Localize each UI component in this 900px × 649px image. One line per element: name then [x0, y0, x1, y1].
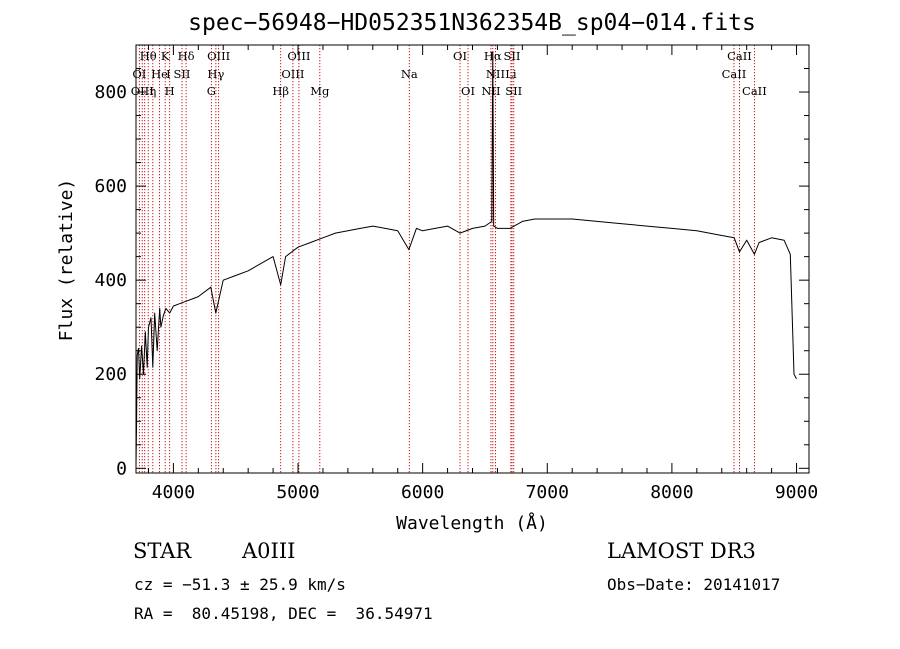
line-label: Hθ: [140, 49, 157, 63]
x-tick-label: 8000: [650, 482, 693, 503]
line-label: OIII: [287, 49, 310, 63]
x-tick-label: 4000: [152, 482, 195, 503]
line-label: η: [149, 84, 156, 98]
x-tick-label: 9000: [775, 482, 818, 503]
line-label: OIII: [207, 49, 230, 63]
x-axis-label: Wavelength (Å): [396, 512, 548, 534]
plot-frame: [135, 44, 810, 474]
y-tick-label: 600: [94, 176, 127, 197]
line-label: NII: [486, 67, 505, 81]
line-label: H: [165, 84, 175, 98]
y-tick-label: 800: [94, 82, 127, 103]
y-axis-label: Flux (relative): [56, 179, 77, 342]
line-label: I: [166, 67, 171, 81]
line-label: CaII: [727, 49, 752, 63]
line-label: CaII: [742, 84, 767, 98]
object-subclass: A0III: [242, 539, 296, 563]
y-tick-label: 0: [116, 458, 127, 479]
axis-ticks: 4000 5000 6000 7000 8000 9000 0 200 400 600 800: [94, 45, 818, 503]
y-tick-label: 200: [94, 364, 127, 385]
line-label: G: [207, 84, 216, 98]
line-label: He: [151, 67, 168, 81]
chart-title: spec−56948−HD052351N362354B_sp04−014.fit…: [188, 10, 756, 36]
y-tick-label: 400: [94, 270, 127, 291]
x-tick-label: 5000: [276, 482, 319, 503]
spectrum-series: [135, 51, 797, 466]
line-label: NII: [481, 84, 500, 98]
object-class: STAR: [133, 539, 192, 563]
line-label: Li: [505, 67, 517, 81]
coordinates-readout: RA = 80.45198, DEC = 36.54971: [134, 604, 433, 623]
line-label: Hδ: [178, 49, 195, 63]
x-tick-label: 6000: [401, 482, 444, 503]
line-label: SII: [505, 84, 522, 98]
line-label: SII: [504, 49, 521, 63]
line-label: SII: [174, 67, 191, 81]
line-label: CaII: [722, 67, 747, 81]
line-label: OI: [461, 84, 475, 98]
line-markers: [138, 45, 755, 473]
line-label: Hβ: [272, 84, 289, 98]
line-label: OI: [453, 49, 467, 63]
spectrum-line: [135, 51, 797, 466]
x-tick-label: 7000: [526, 482, 569, 503]
line-label: Mg: [310, 84, 330, 98]
velocity-readout: cz = −51.3 ± 25.9 km/s: [134, 575, 346, 594]
line-label: Hγ: [207, 67, 224, 81]
survey-name: LAMOST DR3: [607, 539, 756, 563]
line-label: OI: [132, 67, 146, 81]
line-label: Na: [401, 67, 418, 81]
line-label: K: [161, 49, 170, 63]
observation-date: Obs−Date: 20141017: [607, 575, 781, 594]
line-label: OIII: [281, 67, 304, 81]
